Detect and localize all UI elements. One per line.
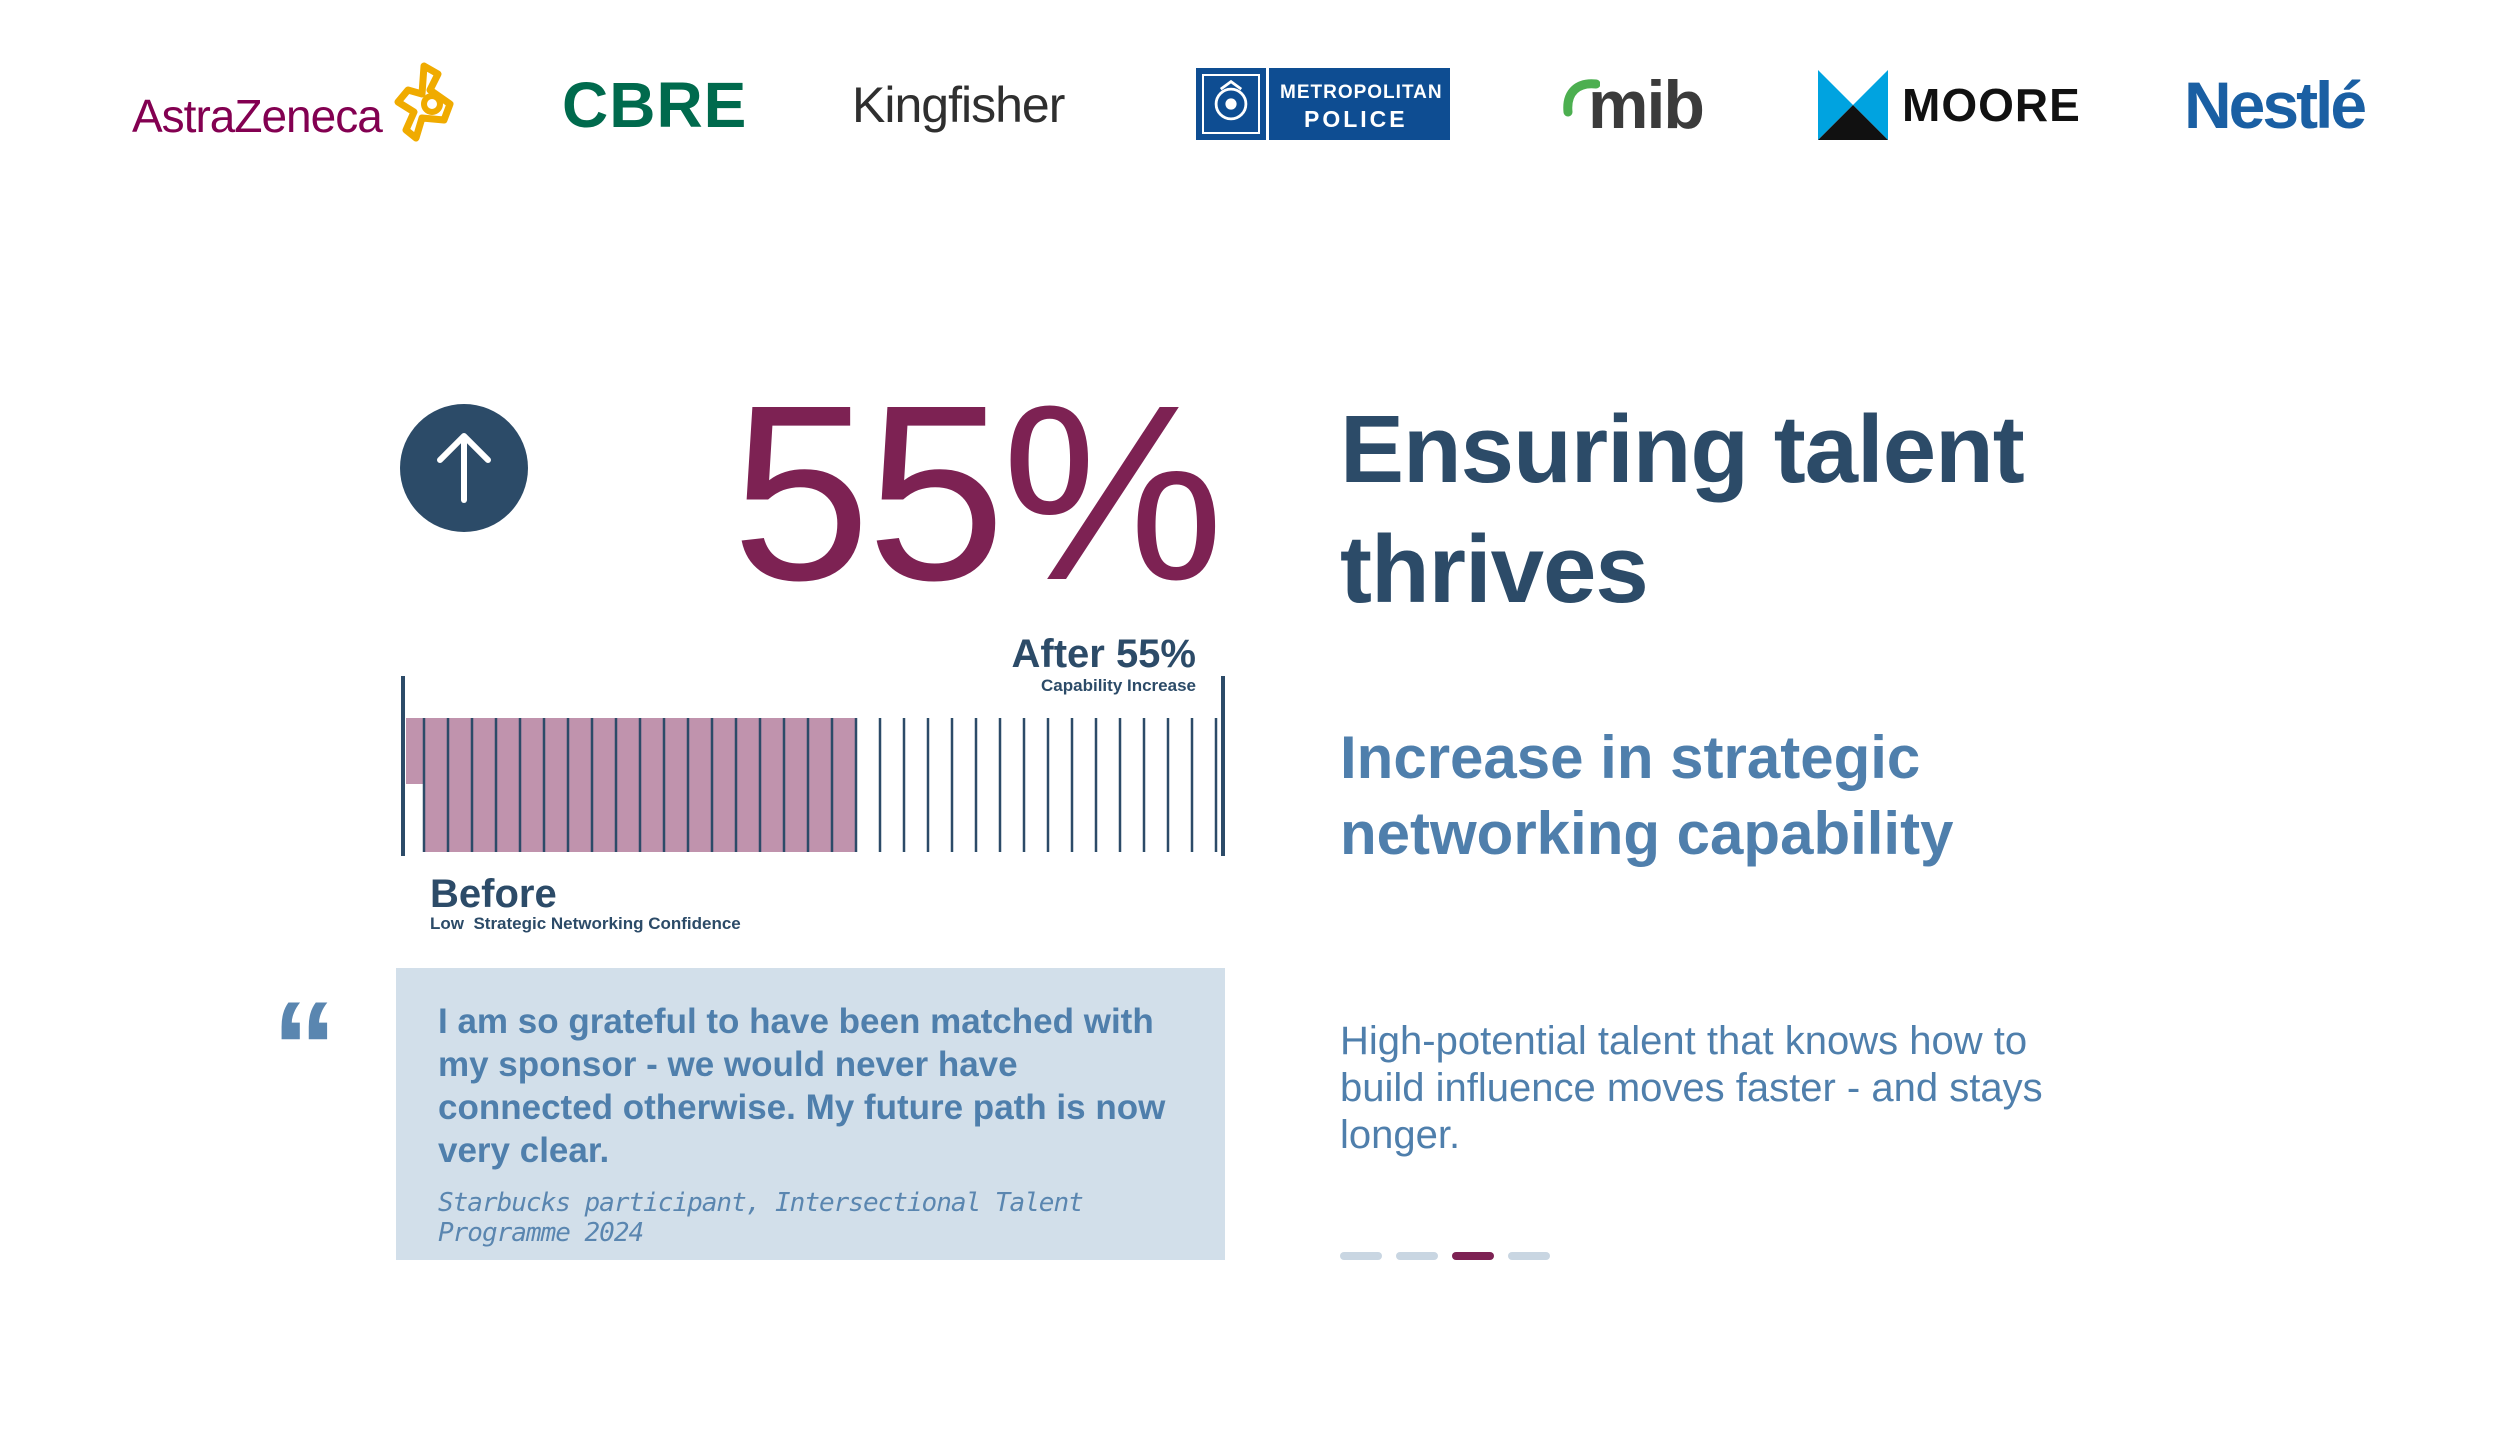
moore-logo: MOORE — [1818, 55, 2081, 155]
astrazeneca-wordmark: AstraZeneca — [132, 90, 383, 142]
pager-dot[interactable] — [1508, 1252, 1550, 1260]
before-sublabel: Low Strategic Networking Confidence — [430, 914, 741, 933]
nestle-wordmark: Nestlé — [2184, 68, 2367, 142]
cbre-wordmark: CBRE — [562, 69, 748, 141]
moore-wordmark: MOORE — [1902, 79, 2081, 131]
capability-progress-chart — [401, 676, 1225, 856]
kingfisher-wordmark: Kingfisher — [852, 77, 1065, 133]
moore-symbol-icon — [1818, 70, 1888, 140]
metropolitan-wordmark: METROPOLITAN — [1280, 82, 1443, 103]
metropolitan-police-logo: METROPOLITAN POLICE — [1196, 68, 1450, 140]
section-body: High-potential talent that knows how to … — [1340, 1019, 2043, 1157]
astrazeneca-symbol-icon — [394, 62, 454, 142]
cbre-logo: CBRE — [562, 55, 747, 155]
pager-dot[interactable] — [1396, 1252, 1438, 1260]
kingfisher-logo: Kingfisher — [852, 55, 1065, 155]
quote-text: I am so grateful to have been matched wi… — [438, 1002, 1166, 1170]
client-logo-strip: AstraZeneca CBRE Kingfisher METROPOLITAN… — [0, 0, 2500, 200]
quote-card — [396, 968, 1225, 1260]
stat-value: 55% — [731, 353, 1224, 632]
crest-divider — [1266, 68, 1269, 140]
police-wordmark: POLICE — [1304, 106, 1408, 132]
pager-dot[interactable] — [1340, 1252, 1382, 1260]
mib-swoosh-icon — [1563, 79, 1600, 117]
quote-mark-icon: “ — [272, 974, 337, 1120]
after-sublabel: Capability Increase — [1041, 676, 1196, 695]
pager-dot[interactable] — [1452, 1252, 1494, 1260]
astrazeneca-logo: AstraZeneca — [132, 55, 466, 155]
section-title: Ensuring talent thrives — [1340, 396, 2025, 623]
before-stub-bar — [406, 718, 424, 784]
arrow-up-icon — [437, 433, 491, 503]
nestle-logo: Nestlé — [2184, 55, 2367, 155]
police-crest-icon — [1202, 74, 1260, 134]
increase-badge — [400, 404, 528, 532]
mib-logo: mib — [1560, 55, 1705, 155]
after-label: After 55% — [1011, 632, 1196, 676]
before-label: Before — [430, 872, 557, 916]
mib-wordmark: mib — [1588, 67, 1705, 143]
quote-citation: Starbucks participant, Intersectional Ta… — [438, 1188, 1084, 1248]
section-subtitle: Increase in strategic networking capabil… — [1340, 724, 1954, 867]
slide-pager — [1340, 1252, 1550, 1260]
